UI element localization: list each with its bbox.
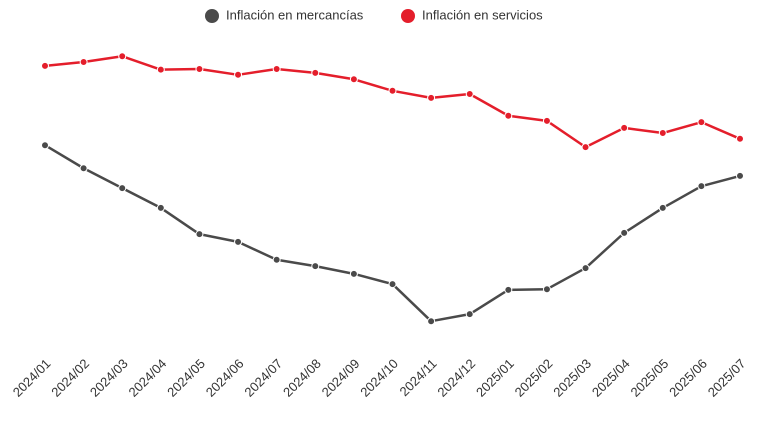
data-point: [388, 280, 397, 289]
x-tick-label: 2024/11: [397, 356, 440, 399]
x-tick-label: 2024/01: [10, 356, 54, 400]
series-line: [44, 144, 741, 323]
data-point: [349, 75, 358, 84]
data-point: [79, 164, 88, 173]
data-point: [736, 171, 744, 180]
data-point: [41, 61, 49, 70]
data-point: [272, 65, 281, 74]
data-point: [542, 116, 551, 125]
x-tick-label: 2024/04: [126, 356, 170, 400]
data-point: [736, 134, 744, 143]
data-point: [581, 143, 590, 152]
data-point: [234, 237, 243, 246]
x-tick-label: 2024/05: [164, 356, 208, 400]
x-tick-label: 2024/06: [203, 356, 247, 400]
x-tick-label: 2024/08: [280, 356, 324, 400]
data-point: [388, 86, 397, 95]
x-tick-label: 2025/02: [512, 356, 556, 400]
data-point: [234, 70, 243, 79]
data-point: [41, 141, 49, 150]
data-point: [504, 111, 513, 120]
data-point: [697, 182, 706, 191]
data-point: [118, 52, 127, 61]
x-tick-label: 2025/07: [705, 356, 749, 400]
data-point: [465, 90, 474, 98]
data-point: [427, 317, 436, 326]
data-point: [504, 285, 513, 294]
x-tick-label: 2025/05: [627, 356, 671, 400]
x-tick-label: 2025/03: [550, 356, 594, 400]
data-point: [581, 264, 590, 273]
x-tick-label: 2025/01: [473, 356, 517, 400]
data-point: [195, 230, 204, 239]
legend-label: Inflación en servicios: [422, 7, 543, 22]
data-point: [156, 65, 165, 74]
x-tick-label: 2024/09: [319, 356, 363, 400]
x-tick-label: 2024/03: [87, 356, 131, 400]
data-point: [427, 93, 436, 102]
data-point: [311, 262, 320, 271]
legend-marker: [401, 9, 415, 23]
data-point: [620, 228, 629, 237]
x-tick-label: 2024/07: [241, 356, 285, 400]
data-point: [658, 129, 667, 138]
x-tick-label: 2024/12: [434, 356, 478, 400]
data-point: [118, 184, 127, 193]
data-point: [658, 203, 667, 212]
data-point: [79, 58, 88, 66]
data-point: [349, 269, 358, 278]
series-line: [44, 54, 741, 149]
legend-label: Inflación en mercancías: [226, 7, 364, 22]
x-tick-label: 2025/06: [666, 356, 710, 400]
data-point: [195, 65, 204, 74]
data-point: [465, 310, 474, 319]
data-point: [156, 203, 165, 212]
x-tick-label: 2024/10: [357, 356, 401, 400]
data-point: [542, 285, 551, 294]
data-point: [272, 255, 281, 264]
x-tick-label: 2025/04: [589, 356, 633, 400]
legend-marker: [205, 9, 219, 23]
x-tick-label: 2024/02: [48, 356, 92, 400]
data-point: [697, 118, 706, 127]
data-point: [311, 68, 320, 77]
data-point: [620, 123, 629, 132]
